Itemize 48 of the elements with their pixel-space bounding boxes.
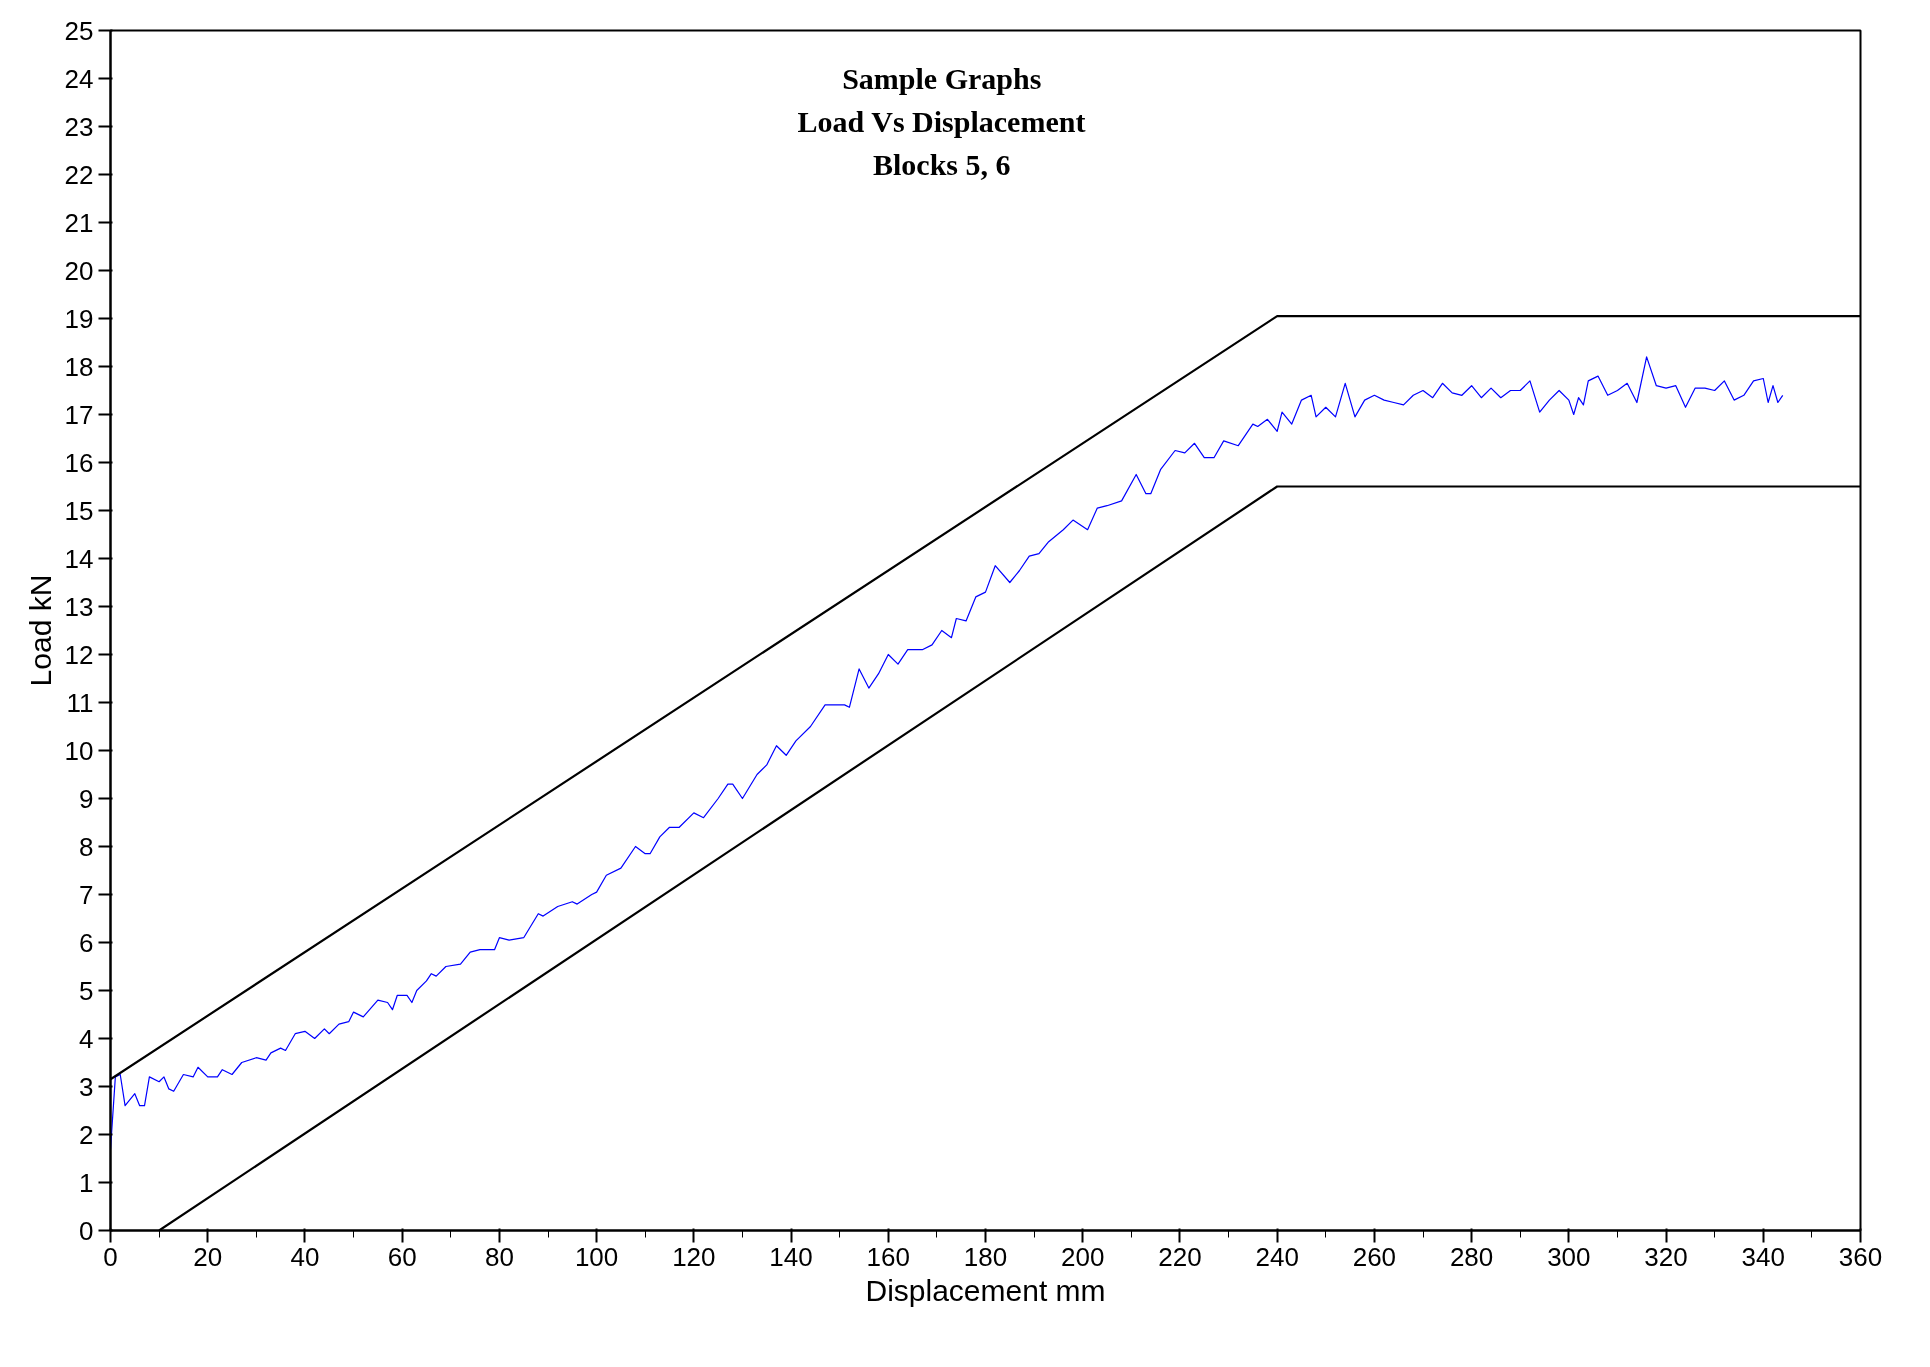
- x-tick-label: 320: [1644, 1241, 1688, 1272]
- y-tick-label: 18: [64, 351, 94, 382]
- x-tick-label: 20: [193, 1241, 223, 1272]
- text: Sample Graphs Load Vs Displacement Blocks 5, 6: [797, 62, 1086, 182]
- y-tick-label: 6: [79, 927, 94, 958]
- x-tick-label: 340: [1741, 1241, 1785, 1272]
- x-tick-label: 140: [769, 1241, 813, 1272]
- y-tick-label: 19: [64, 303, 94, 334]
- x-tick-label: 180: [963, 1241, 1008, 1272]
- x-tick-label: 0: [103, 1241, 118, 1272]
- y-tick-label: 0: [79, 1215, 94, 1246]
- y-tick-label: 23: [64, 111, 94, 142]
- y-tick-label: 16: [64, 447, 94, 478]
- x-tick-label: 40: [290, 1241, 320, 1272]
- x-tick-label: 300: [1547, 1241, 1591, 1272]
- y-tick-label: 22: [64, 159, 94, 190]
- y-tick-label: 24: [64, 63, 94, 94]
- y-tick-label: 9: [79, 783, 94, 814]
- y-tick-label: 3: [79, 1071, 94, 1102]
- x-tick-label: 200: [1061, 1241, 1105, 1272]
- y-tick-label: 15: [64, 495, 94, 526]
- x-tick-label: 100: [574, 1241, 619, 1272]
- x-tick-label: 280: [1449, 1241, 1494, 1272]
- x-tick-label: 80: [484, 1241, 514, 1272]
- x-tick-label: 220: [1158, 1241, 1202, 1272]
- x-tick-label: 360: [1838, 1241, 1883, 1272]
- y-tick-label: 25: [64, 15, 94, 46]
- y-tick-label: 1: [79, 1167, 94, 1198]
- y-tick-label: 2: [79, 1119, 94, 1150]
- y-tick-label: 21: [64, 207, 94, 238]
- x-tick-label: 160: [866, 1241, 910, 1272]
- y-tick-label: 11: [66, 687, 94, 718]
- y-tick-label: 10: [64, 735, 94, 766]
- x-axis-title: Displacement mm: [865, 1273, 1106, 1307]
- y-tick-label: 13: [64, 591, 94, 622]
- y-tick-label: 12: [64, 639, 94, 670]
- y-tick-label: 20: [64, 255, 94, 286]
- y-tick-label: 14: [64, 543, 94, 574]
- x-tick-label: 260: [1352, 1241, 1397, 1272]
- y-tick-label: 7: [79, 879, 94, 910]
- y-tick-label: 5: [79, 975, 94, 1006]
- y-tick-label: 8: [79, 831, 94, 862]
- y-tick-label: 4: [79, 1023, 94, 1054]
- x-tick-label: 120: [672, 1241, 716, 1272]
- y-axis-title: Load kN: [23, 574, 57, 687]
- x-tick-label: 240: [1255, 1241, 1299, 1272]
- x-tick-label: 60: [387, 1241, 417, 1272]
- y-tick-label: 17: [64, 399, 94, 430]
